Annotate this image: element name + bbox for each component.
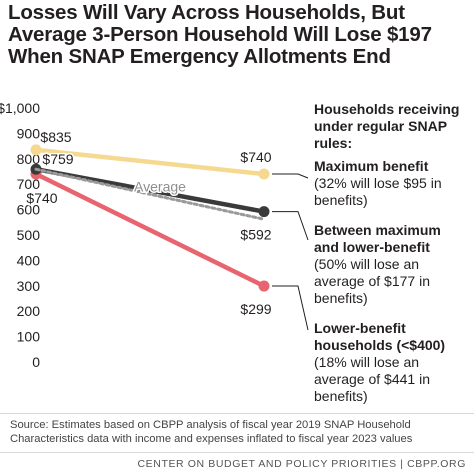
data-point-between-2 bbox=[258, 206, 270, 218]
legend-entry-lower-name: Lower-benefit households (<$400) bbox=[314, 320, 446, 353]
y-tick-label-900: 900 bbox=[17, 125, 41, 141]
source-note: Source: Estimates based on CBPP analysis… bbox=[10, 419, 413, 445]
data-label-lower-2: $299 bbox=[240, 301, 271, 317]
title-line-1: Losses Will Vary Across Households, But bbox=[8, 1, 405, 24]
title-line-3: When SNAP Emergency Allotments End bbox=[8, 45, 391, 68]
leader-line-maximum bbox=[272, 173, 309, 179]
title-line-2: Average 3-Person Household Will Lose $19… bbox=[8, 23, 432, 46]
y-tick-label-0: 0 bbox=[32, 354, 40, 370]
data-label-maximum-2: $740 bbox=[240, 149, 271, 165]
legend-entry-between-desc: (50% will lose an average of $177 in ben… bbox=[314, 256, 430, 306]
data-point-maximum-1 bbox=[30, 144, 42, 156]
footer-credit: CENTER ON BUDGET AND POLICY PRIORITIES |… bbox=[137, 458, 466, 470]
legend-entry-maximum: Maximum benefit (32% will lose $95 in be… bbox=[314, 158, 474, 209]
data-label-maximum-1: $835 bbox=[40, 129, 71, 145]
y-tick-label-400: 400 bbox=[17, 252, 41, 268]
y-tick-label-1000: $1,000 bbox=[0, 100, 40, 116]
data-point-maximum-2 bbox=[258, 168, 270, 180]
line-chart: 0100200300400500600700800900$1,000$835$7… bbox=[0, 100, 309, 370]
y-tick-label-700: 700 bbox=[17, 176, 41, 192]
legend-entry-maximum-name: Maximum benefit bbox=[314, 158, 429, 174]
legend-entry-lower-desc: (18% will lose an average of $441 in ben… bbox=[314, 354, 430, 404]
y-tick-label-300: 300 bbox=[17, 278, 41, 294]
y-tick-label-200: 200 bbox=[17, 303, 41, 319]
legend-heading: Households receiving under regular SNAP … bbox=[314, 101, 460, 151]
footer-divider bbox=[0, 452, 474, 453]
data-label-average-1: $759 bbox=[42, 151, 73, 167]
data-label-between-2: $592 bbox=[240, 227, 271, 243]
series-line-average bbox=[34, 167, 266, 221]
leader-line-between bbox=[272, 211, 309, 241]
y-tick-label-600: 600 bbox=[17, 202, 41, 218]
legend-entry-between: Between maximum and lower-benefit (50% w… bbox=[314, 222, 474, 307]
legend-entry-maximum-desc: (32% will lose $95 in benefits) bbox=[314, 175, 442, 208]
y-tick-label-500: 500 bbox=[17, 227, 41, 243]
chart-title: Losses Will Vary Across Households, But … bbox=[8, 2, 468, 68]
legend-entry-between-name: Between maximum and lower-benefit bbox=[314, 222, 441, 255]
annotation-average: Average bbox=[134, 179, 186, 195]
source-divider bbox=[0, 413, 474, 414]
y-tick-label-100: 100 bbox=[17, 329, 41, 345]
leader-line-lower bbox=[272, 285, 309, 331]
data-point-lower-2 bbox=[258, 280, 270, 292]
data-label-lower-1: $740 bbox=[26, 190, 57, 206]
legend-entry-lower: Lower-benefit households (<$400) (18% wi… bbox=[314, 320, 474, 405]
series-line-maximum bbox=[33, 147, 267, 177]
series-line-lower bbox=[33, 171, 267, 289]
